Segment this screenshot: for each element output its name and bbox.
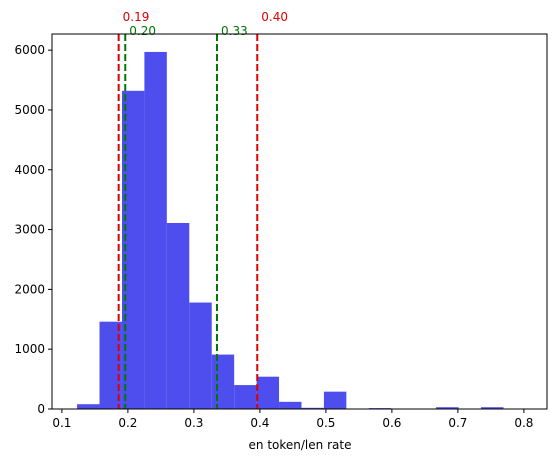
histogram-bars [77,51,504,410]
x-axis-ticks: 0.1 0.2 0.3 0.4 0.5 0.6 0.7 0.8 [52,409,533,430]
y-tick-label: 4000 [14,163,45,177]
y-tick-label: 0 [37,402,45,416]
y-tick-label: 3000 [14,223,45,237]
histogram-bar [301,407,324,409]
histogram-bar [234,385,257,409]
threshold-label: 0.33 [221,24,248,38]
histogram-bar [211,354,235,409]
y-tick-label: 2000 [14,282,45,296]
y-tick-label: 5000 [14,103,45,117]
histogram-bar [256,376,280,409]
histogram-bar [279,401,302,409]
x-tick-label: 0.2 [118,416,137,430]
histogram-bar [99,321,122,409]
x-axis-label: en token/len rate [249,438,352,452]
threshold-label: 0.20 [129,24,156,38]
x-tick-label: 0.8 [514,416,533,430]
histogram-bar [166,222,190,409]
x-tick-label: 0.1 [52,416,71,430]
x-tick-label: 0.7 [448,416,467,430]
threshold-label: 0.40 [261,10,288,24]
y-axis-ticks: 0 1000 2000 3000 4000 5000 6000 [14,43,52,416]
plot-frame [51,33,548,410]
y-tick-label: 1000 [14,342,45,356]
histogram-bar [189,302,212,409]
x-tick-label: 0.5 [316,416,335,430]
x-tick-label: 0.4 [250,416,269,430]
histogram-bar [323,391,347,409]
histogram-bar [144,51,167,409]
threshold-label: 0.19 [123,10,150,24]
histogram-bar [121,90,145,410]
histogram-bar [481,407,504,409]
x-tick-label: 0.6 [382,416,401,430]
y-tick-label: 6000 [14,43,45,57]
histogram-bar [77,404,100,409]
x-tick-label: 0.3 [184,416,203,430]
histogram-bar [436,407,459,409]
